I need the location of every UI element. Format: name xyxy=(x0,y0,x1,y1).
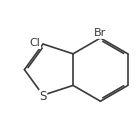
Text: Cl: Cl xyxy=(30,39,40,48)
Text: S: S xyxy=(39,90,47,103)
Text: Br: Br xyxy=(94,28,107,38)
